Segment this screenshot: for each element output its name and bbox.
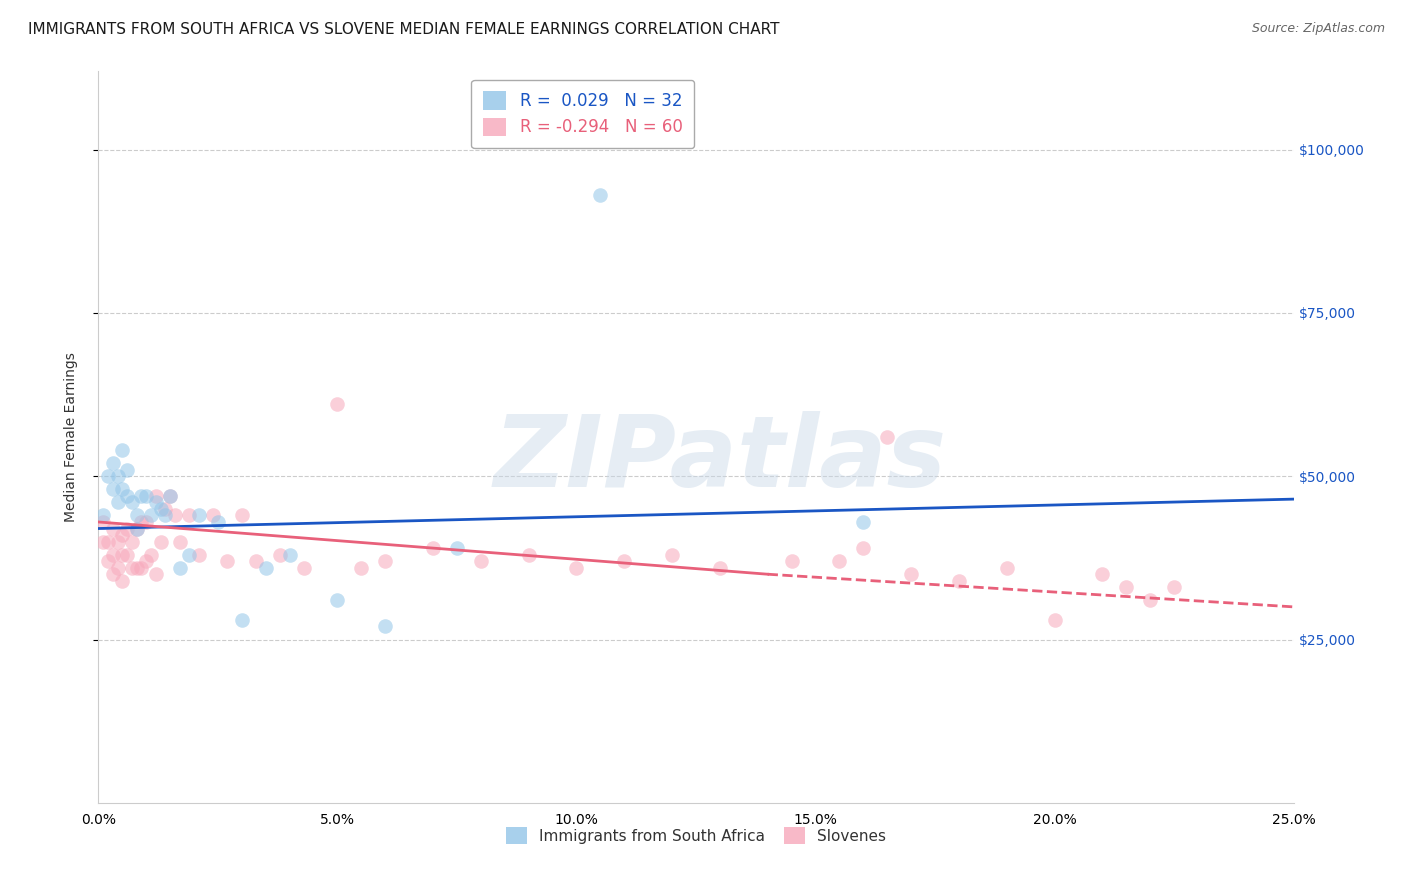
Point (187, 508, 209, 523)
Point (111, 443, 134, 458)
Point (278, 548, 301, 562)
Point (326, 593, 349, 607)
Point (121, 495, 143, 509)
Point (125, 521, 148, 535)
Point (107, 560, 129, 574)
Point (149, 502, 172, 516)
Point (1091, 567, 1114, 582)
Point (111, 483, 134, 497)
Point (125, 521, 148, 535)
Point (135, 489, 157, 503)
Point (995, 560, 1018, 574)
Point (145, 489, 167, 503)
Point (101, 521, 124, 535)
Point (155, 508, 177, 523)
Point (101, 456, 124, 470)
Point (115, 521, 138, 535)
Point (1115, 580, 1137, 594)
Point (125, 560, 148, 574)
Point (145, 567, 167, 582)
Point (131, 489, 153, 503)
Point (565, 560, 588, 574)
Point (169, 560, 191, 574)
Point (135, 554, 157, 568)
Point (139, 508, 162, 523)
Point (780, 554, 803, 568)
Point (1139, 593, 1161, 607)
Point (135, 515, 157, 529)
Point (709, 560, 731, 574)
Point (107, 495, 129, 509)
Text: IMMIGRANTS FROM SOUTH AFRICA VS SLOVENE MEDIAN FEMALE EARNINGS CORRELATION CHART: IMMIGRANTS FROM SOUTH AFRICA VS SLOVENE … (28, 22, 779, 37)
Point (374, 554, 396, 568)
Point (900, 567, 922, 582)
Point (613, 554, 636, 568)
Point (876, 430, 898, 444)
Point (231, 613, 253, 627)
Legend: Immigrants from South Africa, Slovenes: Immigrants from South Africa, Slovenes (499, 822, 893, 850)
Point (948, 574, 970, 588)
Point (661, 548, 683, 562)
Point (149, 534, 172, 549)
Point (269, 548, 291, 562)
Point (446, 541, 468, 555)
Point (121, 560, 143, 574)
Point (1043, 613, 1066, 627)
Point (115, 548, 138, 562)
Point (374, 619, 396, 633)
Point (292, 560, 315, 574)
Point (115, 463, 138, 477)
Point (101, 567, 124, 582)
Point (107, 534, 129, 549)
Point (207, 515, 229, 529)
Point (828, 554, 851, 568)
Point (245, 554, 267, 568)
Text: ZIPatlas: ZIPatlas (494, 410, 946, 508)
Point (115, 489, 138, 503)
Point (169, 534, 191, 549)
Point (179, 548, 201, 562)
Point (111, 574, 134, 588)
Point (159, 489, 181, 503)
Point (91, 534, 114, 549)
Point (111, 528, 134, 542)
Text: Source: ZipAtlas.com: Source: ZipAtlas.com (1251, 22, 1385, 36)
Point (187, 548, 209, 562)
Point (145, 495, 167, 509)
Point (470, 554, 492, 568)
Point (101, 548, 124, 562)
Point (155, 502, 177, 516)
Point (97, 534, 120, 549)
Point (163, 508, 186, 523)
Point (202, 508, 225, 523)
Point (91, 508, 114, 523)
Y-axis label: Median Female Earnings: Median Female Earnings (63, 352, 77, 522)
Point (1163, 580, 1185, 594)
Point (422, 541, 444, 555)
Point (589, 188, 612, 202)
Point (111, 548, 134, 562)
Point (121, 534, 143, 549)
Point (91, 515, 114, 529)
Point (217, 554, 239, 568)
Point (231, 508, 253, 523)
Point (131, 515, 153, 529)
Point (852, 541, 875, 555)
Point (97, 554, 120, 568)
Point (159, 489, 181, 503)
Point (517, 548, 540, 562)
Point (350, 560, 373, 574)
Point (179, 508, 201, 523)
Point (107, 469, 129, 483)
Point (131, 560, 153, 574)
Point (101, 483, 124, 497)
Point (97, 469, 120, 483)
Point (254, 560, 277, 574)
Point (139, 548, 162, 562)
Point (125, 508, 148, 523)
Point (326, 397, 349, 411)
Point (852, 515, 875, 529)
